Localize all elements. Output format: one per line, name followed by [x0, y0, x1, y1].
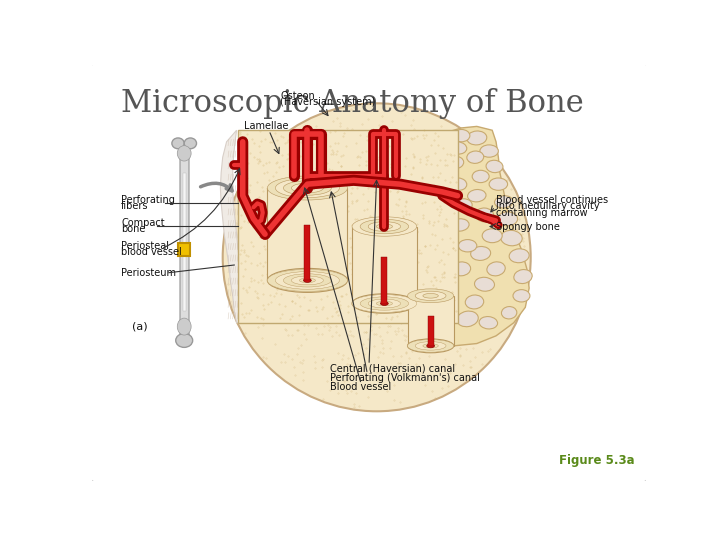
Ellipse shape — [474, 278, 495, 291]
Ellipse shape — [377, 224, 392, 229]
Ellipse shape — [452, 262, 471, 276]
Text: Perforating (Volkmann's) canal: Perforating (Volkmann's) canal — [330, 373, 480, 383]
Text: Figure 5.3a: Figure 5.3a — [559, 454, 634, 467]
Ellipse shape — [408, 339, 454, 353]
Ellipse shape — [465, 295, 484, 309]
Ellipse shape — [177, 318, 191, 335]
Ellipse shape — [472, 170, 489, 183]
Ellipse shape — [284, 274, 331, 287]
Text: (Haversian system): (Haversian system) — [281, 97, 376, 107]
Ellipse shape — [284, 181, 331, 195]
Ellipse shape — [480, 145, 498, 157]
Ellipse shape — [482, 229, 503, 242]
Text: Periosteum: Periosteum — [121, 268, 176, 278]
Ellipse shape — [360, 219, 409, 234]
Polygon shape — [446, 126, 529, 346]
Text: containing marrow: containing marrow — [496, 208, 588, 218]
Ellipse shape — [184, 138, 197, 148]
Ellipse shape — [300, 278, 315, 282]
Ellipse shape — [475, 208, 494, 222]
FancyBboxPatch shape — [183, 173, 186, 311]
Ellipse shape — [447, 157, 464, 169]
Ellipse shape — [368, 299, 400, 308]
Ellipse shape — [352, 295, 417, 313]
Ellipse shape — [368, 221, 400, 231]
Text: Perforating: Perforating — [121, 194, 175, 205]
Ellipse shape — [487, 262, 505, 276]
FancyBboxPatch shape — [180, 150, 188, 334]
FancyBboxPatch shape — [352, 226, 417, 303]
Text: Lamellae: Lamellae — [244, 122, 289, 131]
Ellipse shape — [300, 186, 315, 191]
Ellipse shape — [292, 183, 323, 193]
Ellipse shape — [352, 217, 417, 236]
FancyBboxPatch shape — [305, 225, 310, 280]
Ellipse shape — [455, 199, 472, 211]
Text: Osteon: Osteon — [281, 91, 315, 100]
Ellipse shape — [267, 268, 348, 293]
Text: (a): (a) — [132, 322, 148, 332]
Ellipse shape — [457, 311, 478, 327]
Ellipse shape — [408, 289, 454, 303]
Ellipse shape — [467, 190, 486, 202]
Text: Central (Haversian) canal: Central (Haversian) canal — [330, 364, 456, 374]
Ellipse shape — [377, 301, 392, 306]
Text: Spongy bone: Spongy bone — [496, 221, 560, 232]
Ellipse shape — [467, 131, 487, 145]
Ellipse shape — [292, 276, 323, 285]
Ellipse shape — [500, 231, 522, 246]
FancyBboxPatch shape — [238, 130, 457, 323]
FancyBboxPatch shape — [428, 316, 433, 346]
Text: bone: bone — [121, 224, 145, 234]
Ellipse shape — [415, 291, 446, 300]
Ellipse shape — [408, 340, 454, 352]
Ellipse shape — [513, 289, 530, 302]
Ellipse shape — [381, 301, 388, 306]
Ellipse shape — [352, 294, 417, 313]
FancyBboxPatch shape — [382, 257, 387, 303]
Ellipse shape — [479, 316, 498, 329]
Ellipse shape — [459, 240, 477, 252]
Ellipse shape — [275, 178, 339, 198]
Ellipse shape — [360, 297, 409, 310]
Ellipse shape — [450, 178, 467, 190]
Ellipse shape — [177, 146, 191, 161]
Circle shape — [222, 103, 531, 411]
Text: fibers: fibers — [121, 201, 148, 211]
Text: Microscopic Anatomy of Bone: Microscopic Anatomy of Bone — [121, 88, 584, 119]
Ellipse shape — [427, 344, 434, 348]
Ellipse shape — [423, 294, 438, 298]
Ellipse shape — [501, 307, 517, 319]
Polygon shape — [220, 130, 248, 323]
Ellipse shape — [489, 178, 508, 190]
Text: Compact: Compact — [121, 218, 165, 228]
Ellipse shape — [495, 195, 513, 208]
FancyBboxPatch shape — [267, 188, 348, 280]
Ellipse shape — [451, 219, 469, 231]
Ellipse shape — [423, 344, 438, 348]
Ellipse shape — [514, 269, 532, 284]
Ellipse shape — [172, 138, 184, 148]
FancyBboxPatch shape — [408, 296, 454, 346]
Ellipse shape — [176, 334, 193, 347]
Ellipse shape — [304, 279, 311, 282]
Text: into medullary cavity: into medullary cavity — [496, 201, 600, 212]
Ellipse shape — [467, 151, 484, 164]
Ellipse shape — [267, 269, 348, 292]
Text: Periosteal: Periosteal — [121, 241, 169, 251]
Ellipse shape — [453, 130, 470, 142]
Ellipse shape — [267, 176, 348, 200]
Ellipse shape — [449, 142, 467, 154]
Text: blood vessel: blood vessel — [121, 247, 182, 257]
Bar — [178, 244, 190, 256]
Ellipse shape — [415, 342, 446, 350]
Text: Blood vessel: Blood vessel — [330, 382, 392, 393]
Ellipse shape — [509, 249, 529, 263]
Ellipse shape — [471, 246, 490, 260]
Ellipse shape — [275, 272, 339, 289]
Text: Blood vessel continues: Blood vessel continues — [496, 194, 608, 205]
Ellipse shape — [498, 212, 518, 226]
Ellipse shape — [486, 160, 503, 173]
FancyBboxPatch shape — [90, 63, 648, 482]
